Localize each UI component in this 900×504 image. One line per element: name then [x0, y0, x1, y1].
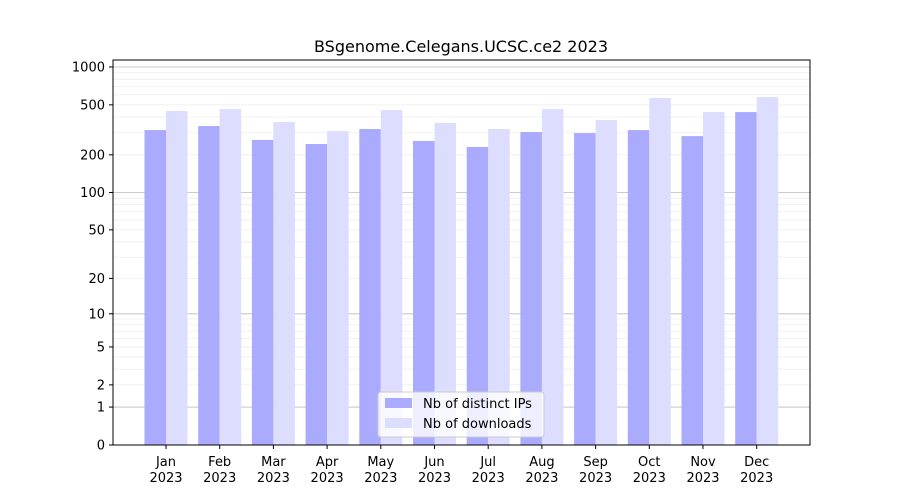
legend-label: Nb of downloads	[423, 417, 532, 432]
bar-ips	[251, 139, 274, 445]
bar-downloads	[703, 112, 725, 445]
chart-title: BSgenome.Celegans.UCSC.ce2 2023	[314, 37, 608, 56]
y-tick-label: 200	[80, 148, 105, 163]
x-tick-label: May 2023	[364, 455, 397, 486]
bar-ips	[466, 146, 489, 445]
x-tick-label: Dec 2023	[740, 455, 773, 486]
legend-box	[377, 391, 545, 438]
y-tick-label: 50	[88, 223, 105, 238]
y-tick-label: 100	[80, 186, 105, 201]
x-tick-label: Sep 2023	[579, 455, 612, 486]
bar-ips	[198, 126, 220, 445]
y-tick-label: 20	[88, 272, 105, 287]
x-tick-label: Feb 2023	[203, 455, 236, 486]
bar-downloads	[380, 109, 403, 446]
x-tick-label: Apr 2023	[311, 455, 344, 486]
y-tick-label: 1000	[72, 60, 105, 75]
bar-downloads	[756, 97, 779, 445]
y-tick-label: 10	[88, 307, 105, 322]
y-tick-label: 5	[97, 340, 105, 355]
bar-downloads	[649, 97, 671, 446]
x-tick-label: Nov 2023	[686, 455, 719, 486]
bar-ips	[735, 112, 757, 445]
x-tick-label: Oct 2023	[633, 455, 666, 486]
bar-downloads	[273, 122, 295, 445]
x-tick-label: Jun 2023	[418, 455, 451, 486]
y-tick-label: 2	[97, 378, 105, 393]
bar-downloads	[219, 109, 242, 446]
y-tick-label: 0	[97, 439, 105, 454]
bar-downloads	[488, 129, 510, 445]
bar-downloads	[327, 131, 349, 445]
bar-ips	[305, 143, 328, 445]
bar-downloads	[595, 119, 618, 446]
bar-ips	[681, 136, 703, 445]
legend-label: Nb of distinct IPs	[423, 397, 532, 412]
y-tick-label: 1	[97, 401, 105, 416]
bar-ips	[627, 130, 650, 445]
bar-ips	[413, 140, 435, 445]
bar-downloads	[166, 110, 188, 446]
bar-downloads	[434, 122, 456, 445]
legend-swatch	[385, 418, 412, 428]
bar-downloads	[541, 109, 564, 446]
bar-ips	[574, 133, 596, 445]
plot-frame	[112, 59, 811, 446]
x-tick-label: Aug 2023	[525, 455, 558, 486]
bar-ips	[359, 129, 381, 445]
bar-ips	[520, 131, 542, 445]
y-tick-label: 500	[80, 98, 105, 113]
x-tick-label: Jul 2023	[472, 455, 505, 486]
bar-ips	[144, 130, 166, 445]
x-tick-label: Jan 2023	[149, 455, 182, 486]
x-tick-label: Mar 2023	[257, 455, 290, 486]
legend-swatch	[385, 398, 412, 408]
